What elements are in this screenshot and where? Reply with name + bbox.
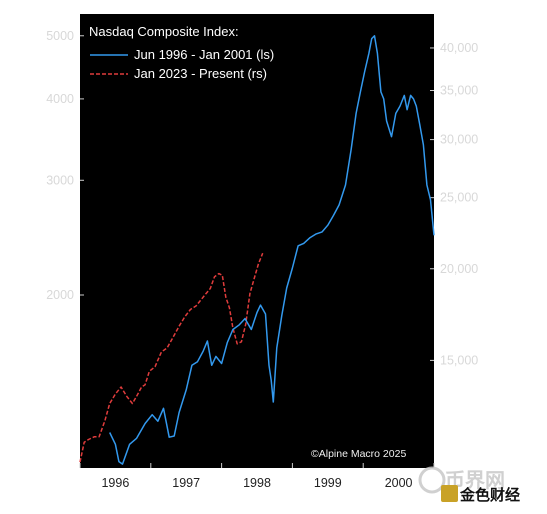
x-axis: 1996 1997 1998 1999 2000 — [79, 463, 435, 490]
legend-entry-red: Jan 2023 - Present (rs) — [134, 66, 267, 81]
right-tick-label: 30,000 — [440, 133, 478, 147]
right-tick-label: 25,000 — [440, 191, 478, 205]
x-tick-label: 1998 — [243, 476, 271, 490]
x-tick-label: 1997 — [172, 476, 200, 490]
left-tick-label: 4000 — [46, 92, 74, 106]
copyright-annotation: ©Alpine Macro 2025 — [311, 448, 406, 460]
right-axis: 40,000 35,000 30,000 25,000 20,000 15,000 — [430, 41, 478, 367]
series-line-1996-2001 — [109, 35, 435, 465]
series-line-2023-present — [79, 252, 264, 463]
right-tick-label: 20,000 — [440, 262, 478, 276]
right-tick-label: 15,000 — [440, 353, 478, 367]
left-tick-label: 2000 — [46, 288, 74, 302]
watermark-bottom-text: 金色财经 — [459, 486, 520, 504]
left-axis: 5000 4000 3000 2000 — [46, 29, 84, 302]
series-layer — [79, 35, 435, 465]
x-tick-label: 2000 — [385, 476, 413, 490]
x-tick-label: 1996 — [101, 476, 129, 490]
chart-title: Nasdaq Composite Index: — [89, 24, 239, 39]
x-tick-label: 1999 — [314, 476, 342, 490]
left-tick-label: 3000 — [46, 173, 74, 187]
watermark-bottom: 金色财经 — [441, 485, 520, 504]
right-tick-label: 35,000 — [440, 83, 478, 97]
left-tick-label: 5000 — [46, 29, 74, 43]
plot-area — [80, 14, 434, 468]
legend-entry-blue: Jun 1996 - Jan 2001 (ls) — [134, 47, 274, 62]
right-tick-label: 40,000 — [440, 41, 478, 55]
